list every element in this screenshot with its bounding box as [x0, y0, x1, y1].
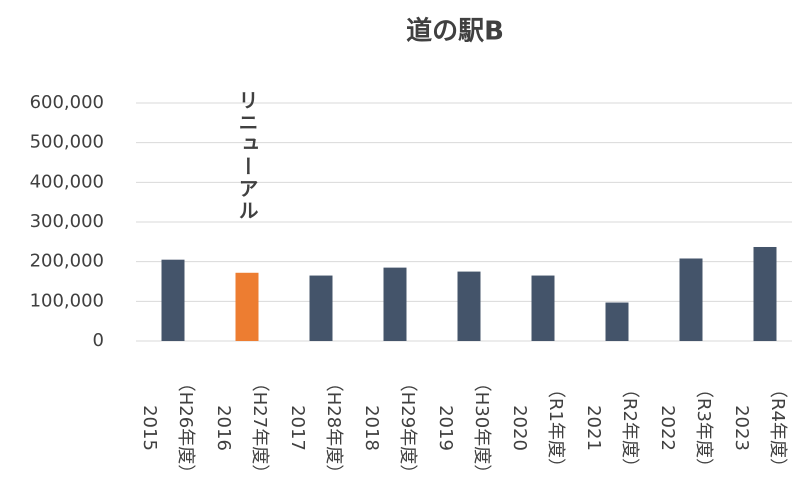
annotation: リニューアル	[235, 90, 259, 222]
bar	[161, 259, 185, 341]
y-tick-label: 200,000	[30, 251, 104, 272]
x-tick-label: （H26年度）	[175, 374, 196, 482]
y-tick-label: 500,000	[30, 132, 104, 153]
y-tick-label: 600,000	[30, 92, 104, 113]
x-tick-label: （R3年度）	[693, 380, 714, 476]
x-tick-label: （R2年度）	[619, 380, 640, 476]
bar	[235, 272, 259, 341]
bar	[457, 271, 481, 341]
bar	[679, 258, 703, 341]
y-tick-label: 0	[93, 330, 104, 351]
bar	[309, 275, 333, 341]
y-tick-label: 300,000	[30, 211, 104, 232]
x-tick-label: 2023	[731, 405, 752, 451]
bar	[605, 302, 629, 341]
x-tick-label: 2021	[583, 405, 604, 451]
x-tick-label: （R4年度）	[767, 380, 788, 476]
bar	[531, 275, 555, 341]
bar	[383, 267, 407, 341]
x-tick-label: （H29年度）	[397, 374, 418, 482]
x-tick-label: （H30年度）	[471, 374, 492, 482]
x-tick-label: （H28年度）	[323, 374, 344, 482]
x-tick-label: （H27年度）	[249, 374, 270, 482]
x-tick-label: 2016	[213, 405, 234, 451]
x-tick-label: 2015	[139, 405, 160, 451]
x-tick-label: 2022	[657, 405, 678, 451]
y-tick-label: 100,000	[30, 290, 104, 311]
x-tick-label: 2019	[435, 405, 456, 451]
x-tick-label: 2020	[509, 405, 530, 451]
chart-title: 道の駅B	[406, 16, 504, 47]
bar	[753, 246, 777, 341]
x-tick-label: 2017	[287, 405, 308, 451]
x-tick-label: 2018	[361, 405, 382, 451]
x-tick-label: （R1年度）	[545, 380, 566, 476]
y-tick-label: 400,000	[30, 171, 104, 192]
